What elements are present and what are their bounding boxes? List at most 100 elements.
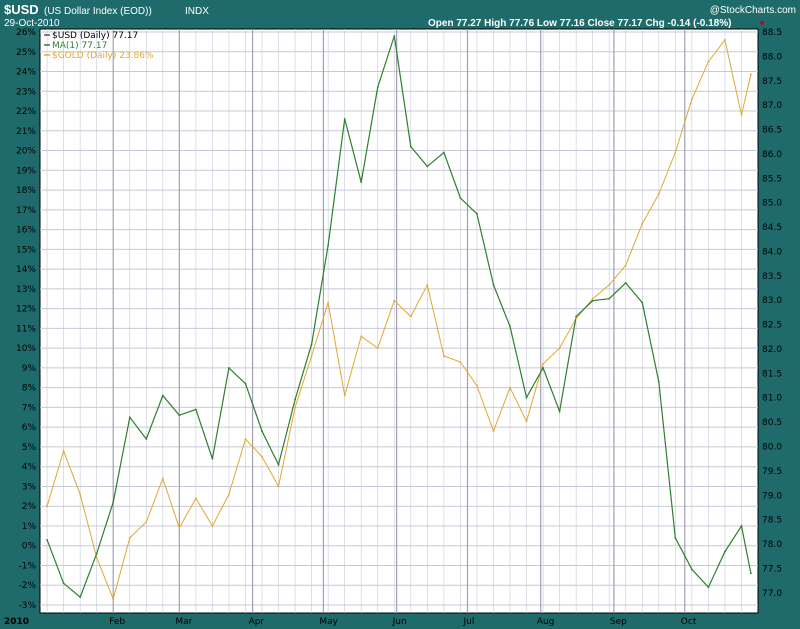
gold-point bbox=[509, 386, 511, 389]
usd-point bbox=[750, 572, 752, 575]
right-tick-label: 77.5 bbox=[762, 564, 782, 574]
left-tick-label: 26% bbox=[16, 28, 36, 38]
legend: $USD (Daily) 77.17 MA(1) 77.17 $GOLD (Da… bbox=[44, 31, 154, 61]
gold-point bbox=[624, 264, 627, 267]
right-tick-label: 88.0 bbox=[762, 52, 782, 62]
header-quote: Open 77.27 High 77.76 Low 77.16 Close 77… bbox=[428, 18, 731, 29]
left-tick-label: 7% bbox=[22, 403, 37, 413]
month-label: May bbox=[319, 617, 338, 627]
usd-point bbox=[145, 438, 148, 440]
left-tick-label: 0% bbox=[22, 542, 37, 552]
left-tick-label: 23% bbox=[16, 87, 36, 97]
right-tick-label: 84.0 bbox=[762, 247, 782, 257]
usd-point bbox=[409, 145, 412, 148]
gold-point bbox=[95, 556, 98, 559]
left-tick-label: 24% bbox=[16, 68, 36, 78]
usd-point bbox=[393, 35, 396, 37]
vertical-grid bbox=[46, 29, 742, 613]
legend-gold: $GOLD (Daily) 23.86% bbox=[52, 51, 154, 61]
usd-point bbox=[62, 582, 65, 585]
left-tick-label: 21% bbox=[16, 127, 36, 137]
left-tick-label: 22% bbox=[16, 107, 36, 117]
gold-point bbox=[492, 430, 495, 433]
gold-point bbox=[426, 284, 429, 286]
usd-point bbox=[525, 396, 528, 399]
left-tick-label: 12% bbox=[16, 305, 36, 315]
gold-point bbox=[128, 536, 131, 539]
usd-point bbox=[261, 430, 263, 433]
usd-point bbox=[707, 586, 710, 589]
header-date: 29-Oct-2010 bbox=[4, 18, 60, 29]
left-tick-label: 5% bbox=[22, 443, 37, 453]
left-tick-label: 19% bbox=[16, 166, 36, 176]
right-tick-label: 83.5 bbox=[762, 272, 782, 282]
usd-point bbox=[310, 343, 313, 346]
gold-point bbox=[641, 222, 644, 225]
gold-point bbox=[442, 355, 445, 357]
left-tick-label: 6% bbox=[22, 423, 37, 433]
usd-point bbox=[509, 325, 511, 328]
left-tick-label: 13% bbox=[16, 285, 36, 295]
right-tick-label: 85.0 bbox=[762, 199, 782, 209]
right-tick-label: 77.0 bbox=[762, 589, 782, 599]
gold-point bbox=[161, 477, 164, 480]
usd-point bbox=[641, 301, 644, 304]
usd-point bbox=[624, 282, 627, 284]
usd-point bbox=[294, 398, 296, 401]
usd-point bbox=[575, 315, 578, 318]
usd-point bbox=[79, 596, 82, 598]
right-tick-label: 81.5 bbox=[762, 369, 782, 379]
usd-point bbox=[343, 118, 346, 120]
month-label: Oct bbox=[681, 617, 697, 627]
month-label: Aug bbox=[537, 617, 555, 627]
right-tick-label: 81.0 bbox=[762, 394, 782, 404]
usd-series-line bbox=[46, 35, 752, 599]
usd-point bbox=[492, 284, 495, 286]
gold-point bbox=[558, 347, 561, 350]
usd-point bbox=[244, 382, 247, 385]
gold-point bbox=[343, 394, 346, 397]
usd-point bbox=[724, 550, 726, 553]
gold-point bbox=[409, 315, 412, 318]
usd-point bbox=[95, 552, 98, 555]
left-tick-label: 8% bbox=[22, 384, 37, 394]
month-label: 2010 bbox=[4, 617, 29, 627]
right-tick-label: 84.5 bbox=[762, 223, 782, 233]
right-tick-label: 78.5 bbox=[762, 516, 782, 526]
right-tick-label: 78.0 bbox=[762, 540, 782, 550]
month-label: Feb bbox=[109, 617, 125, 627]
usd-point bbox=[128, 416, 131, 419]
usd-point bbox=[178, 414, 181, 417]
header-exchange: INDX bbox=[185, 6, 209, 17]
right-tick-label: 87.0 bbox=[762, 101, 782, 111]
gold-point bbox=[62, 449, 65, 452]
usd-point bbox=[46, 538, 48, 541]
month-label: Jul bbox=[462, 617, 474, 627]
gold-point bbox=[327, 301, 330, 304]
legend-ma: MA(1) 77.17 bbox=[52, 41, 107, 51]
right-tick-label: 80.5 bbox=[762, 418, 782, 428]
down-arrow-icon: ▼ bbox=[758, 19, 766, 28]
left-tick-label: 11% bbox=[16, 324, 36, 334]
left-tick-label: 1% bbox=[22, 522, 37, 532]
gold-point bbox=[211, 525, 214, 527]
gold-point bbox=[360, 335, 363, 338]
gold-point bbox=[228, 493, 230, 496]
left-tick-label: 16% bbox=[16, 226, 36, 236]
month-label: Apr bbox=[249, 617, 265, 627]
right-tick-label: 83.0 bbox=[762, 296, 782, 306]
left-tick-label: 14% bbox=[16, 265, 36, 275]
right-tick-label: 86.5 bbox=[762, 126, 782, 136]
header-name: (US Dollar Index (EOD)) bbox=[44, 6, 152, 17]
x-axis: 2010 Feb Mar Apr May Jun Jul Aug Sep Oct bbox=[4, 617, 697, 627]
usd-point bbox=[277, 463, 280, 466]
gold-point bbox=[724, 39, 726, 41]
usd-point bbox=[740, 525, 743, 527]
right-tick-label: 79.0 bbox=[762, 491, 782, 501]
usd-point bbox=[442, 151, 445, 154]
usd-point bbox=[161, 394, 164, 397]
gold-point bbox=[294, 406, 296, 409]
right-tick-label: 88.5 bbox=[762, 28, 782, 38]
gold-point bbox=[525, 420, 528, 423]
usd-point bbox=[360, 181, 363, 184]
